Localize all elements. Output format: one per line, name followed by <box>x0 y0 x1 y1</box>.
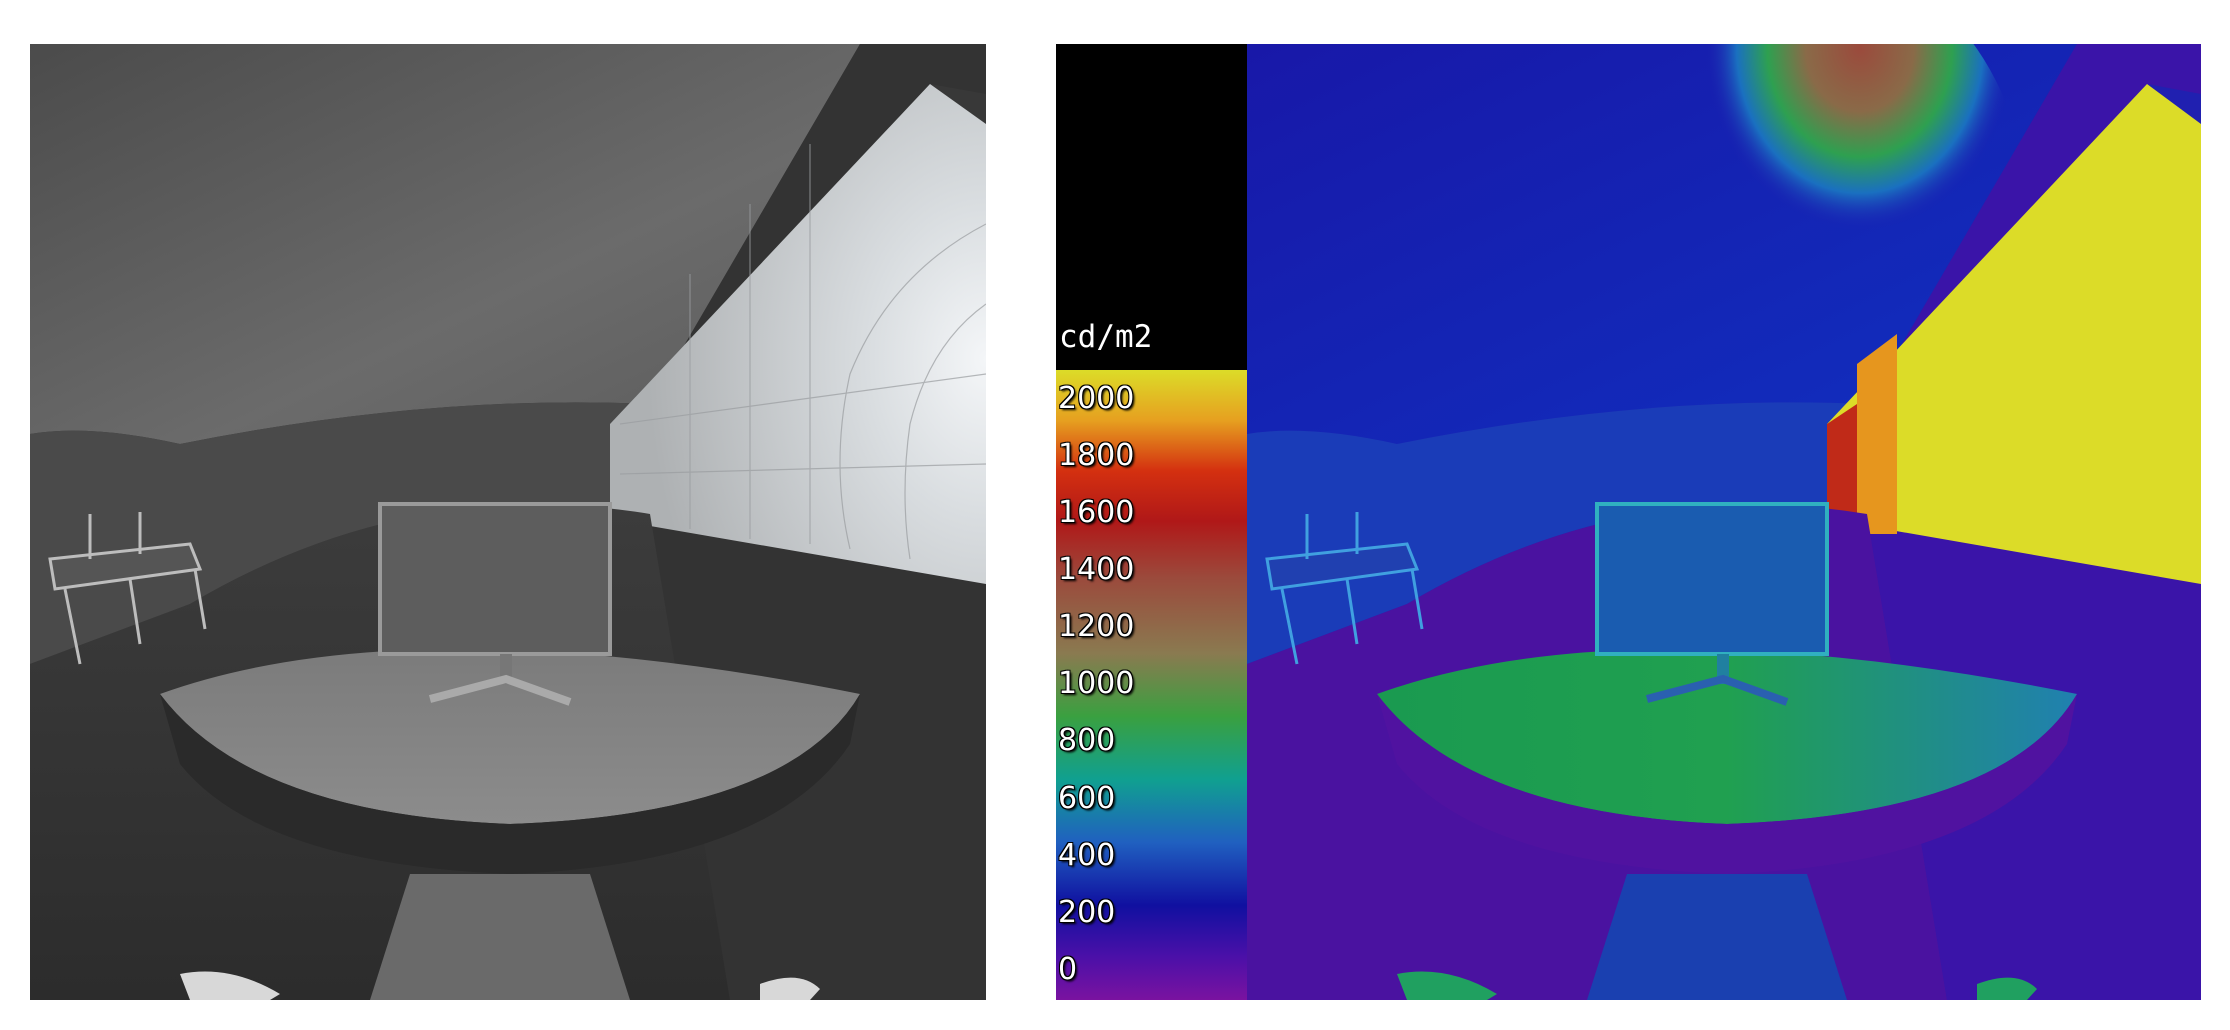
chair-back-false <box>1587 874 1847 1000</box>
window-frame-false <box>1827 404 1857 534</box>
legend-tick: 1200 <box>1058 609 1135 644</box>
legend-tick: 2000 <box>1058 381 1135 416</box>
monitor-base <box>428 674 572 706</box>
grayscale-scene <box>30 44 986 1000</box>
desk-top-false <box>1377 649 2077 824</box>
ceiling <box>30 44 860 444</box>
falsecolor-scene <box>1247 44 2201 1000</box>
falsecolor-image <box>1247 44 2201 1000</box>
legend-tick: 1400 <box>1058 552 1135 587</box>
legend-tick: 800 <box>1058 723 1116 758</box>
window <box>610 84 986 584</box>
legend-tick: 1600 <box>1058 495 1135 530</box>
monitor-base-false <box>1645 674 1789 706</box>
window-false <box>1827 84 2201 584</box>
legend-tick: 200 <box>1058 895 1116 930</box>
chair-arm-right <box>760 977 820 1000</box>
legend-tick: 600 <box>1058 781 1116 816</box>
chair-arm-left <box>180 971 280 1000</box>
legend-tick: 400 <box>1058 838 1116 873</box>
desk-edge-false <box>1377 694 2077 874</box>
monitor <box>378 502 612 656</box>
window-edge-false <box>1857 334 1897 534</box>
desk-edge <box>160 694 860 874</box>
side-desk-false <box>1265 512 1424 665</box>
legend-unit-label: cd/m2 <box>1059 319 1153 355</box>
chair-arm-right-false <box>1977 977 2037 1000</box>
side-desk <box>48 512 207 665</box>
back-wall <box>30 402 650 664</box>
legend-tick: 1000 <box>1058 666 1135 701</box>
desk-top <box>160 649 860 824</box>
grayscale-render <box>30 44 986 1000</box>
back-wall-false <box>1247 402 1867 664</box>
monitor-false <box>1595 502 1829 656</box>
legend-color-scale <box>1056 370 1247 1000</box>
falsecolor-render: cd/m2 2000 <box>1056 44 2201 1000</box>
chair-arm-left-false <box>1397 971 1497 1000</box>
luminance-legend: cd/m2 2000 <box>1056 44 1247 1000</box>
legend-tick: 0 <box>1058 952 1078 987</box>
legend-tick: 1800 <box>1058 438 1135 473</box>
chair-back <box>370 874 630 1000</box>
